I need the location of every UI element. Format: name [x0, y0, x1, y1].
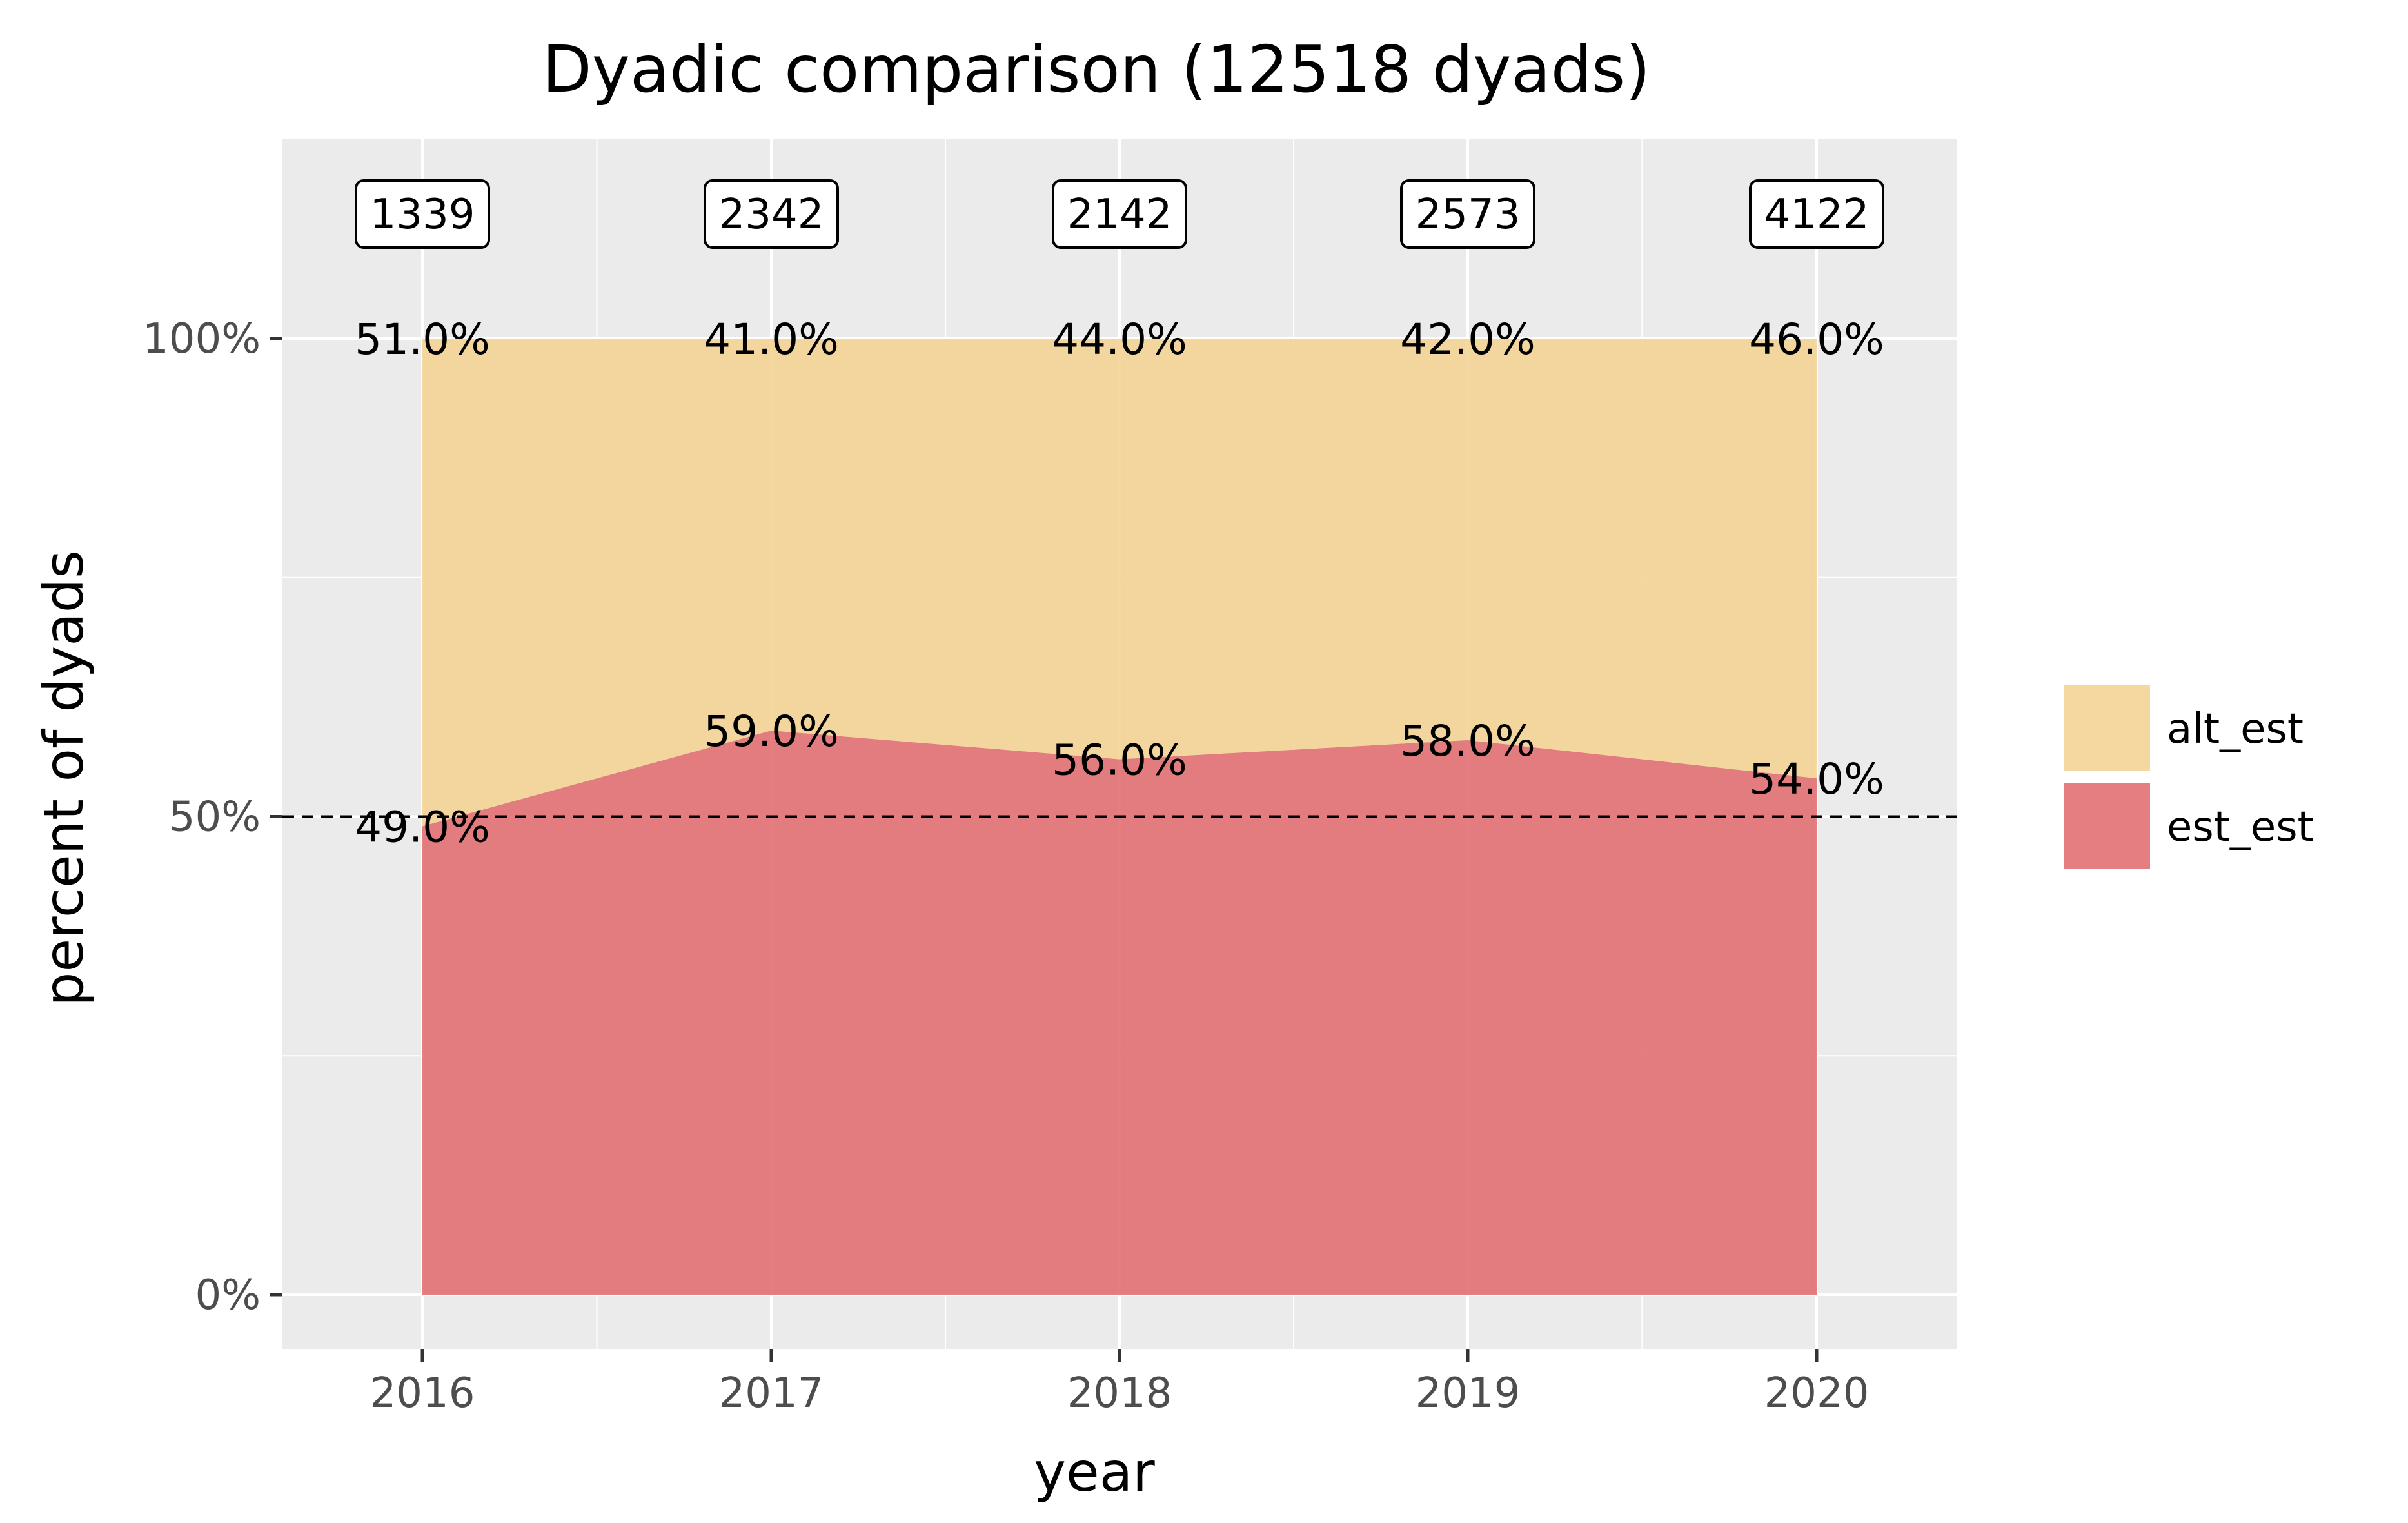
- count-box: [1400, 179, 1535, 249]
- x-tick-label: 2017: [719, 1370, 824, 1417]
- y-tick-label: 100%: [143, 315, 261, 363]
- x-tick-label: 2018: [1067, 1370, 1172, 1417]
- data-label-est-est: 58.0%: [1400, 716, 1535, 766]
- x-tick-label: 2020: [1764, 1370, 1870, 1417]
- data-label-alt-est: 44.0%: [1052, 315, 1187, 364]
- data-label-alt-est: 41.0%: [704, 315, 839, 364]
- data-label-alt-est: 42.0%: [1400, 315, 1535, 364]
- count-label: 1339: [370, 191, 475, 239]
- count-labels: 1339 2342 2142 2573 4122: [355, 179, 1884, 249]
- x-axis-title: year: [1034, 1440, 1155, 1504]
- count-label: 2573: [1416, 191, 1521, 239]
- x-tick-label: 2016: [370, 1370, 475, 1417]
- data-label-est-est: 54.0%: [1749, 754, 1884, 804]
- y-tick-label: 0%: [195, 1272, 261, 1319]
- area-est-est: [422, 731, 1817, 1295]
- legend-label: est_est: [2167, 803, 2314, 851]
- area-alt-est: [422, 339, 1817, 827]
- y-tick-label: 50%: [169, 794, 261, 841]
- x-axis: 2016 2017 2018 2019 2020: [370, 1349, 1870, 1417]
- count-box: [704, 179, 839, 249]
- data-label-alt-est: 46.0%: [1749, 315, 1884, 364]
- data-labels: 49.0% 59.0% 56.0% 58.0% 54.0% 51.0% 41.0% 44.0%…: [355, 315, 1884, 852]
- legend-label: alt_est: [2167, 705, 2304, 753]
- data-label-est-est: 56.0%: [1052, 736, 1187, 785]
- chart-title: Dyadic comparison (12518 dyads): [542, 32, 1651, 107]
- count-label: 2142: [1067, 191, 1172, 239]
- count-label: 2342: [719, 191, 824, 239]
- y-axis-title: percent of dyads: [32, 550, 95, 1007]
- count-box: [1052, 179, 1187, 249]
- legend-key: [2064, 685, 2150, 771]
- data-label-alt-est: 51.0%: [355, 315, 490, 364]
- y-axis: 0% 50% 100%: [143, 315, 282, 1319]
- count-box: [1749, 179, 1884, 249]
- count-label: 4122: [1764, 191, 1870, 239]
- area-series: [422, 339, 1817, 1295]
- x-tick-label: 2019: [1416, 1370, 1521, 1417]
- data-label-est-est: 49.0%: [355, 802, 490, 852]
- legend-key: [2064, 783, 2150, 869]
- data-label-est-est: 59.0%: [704, 707, 839, 756]
- count-box: [355, 179, 490, 249]
- legend: alt_est est_est: [2064, 685, 2314, 869]
